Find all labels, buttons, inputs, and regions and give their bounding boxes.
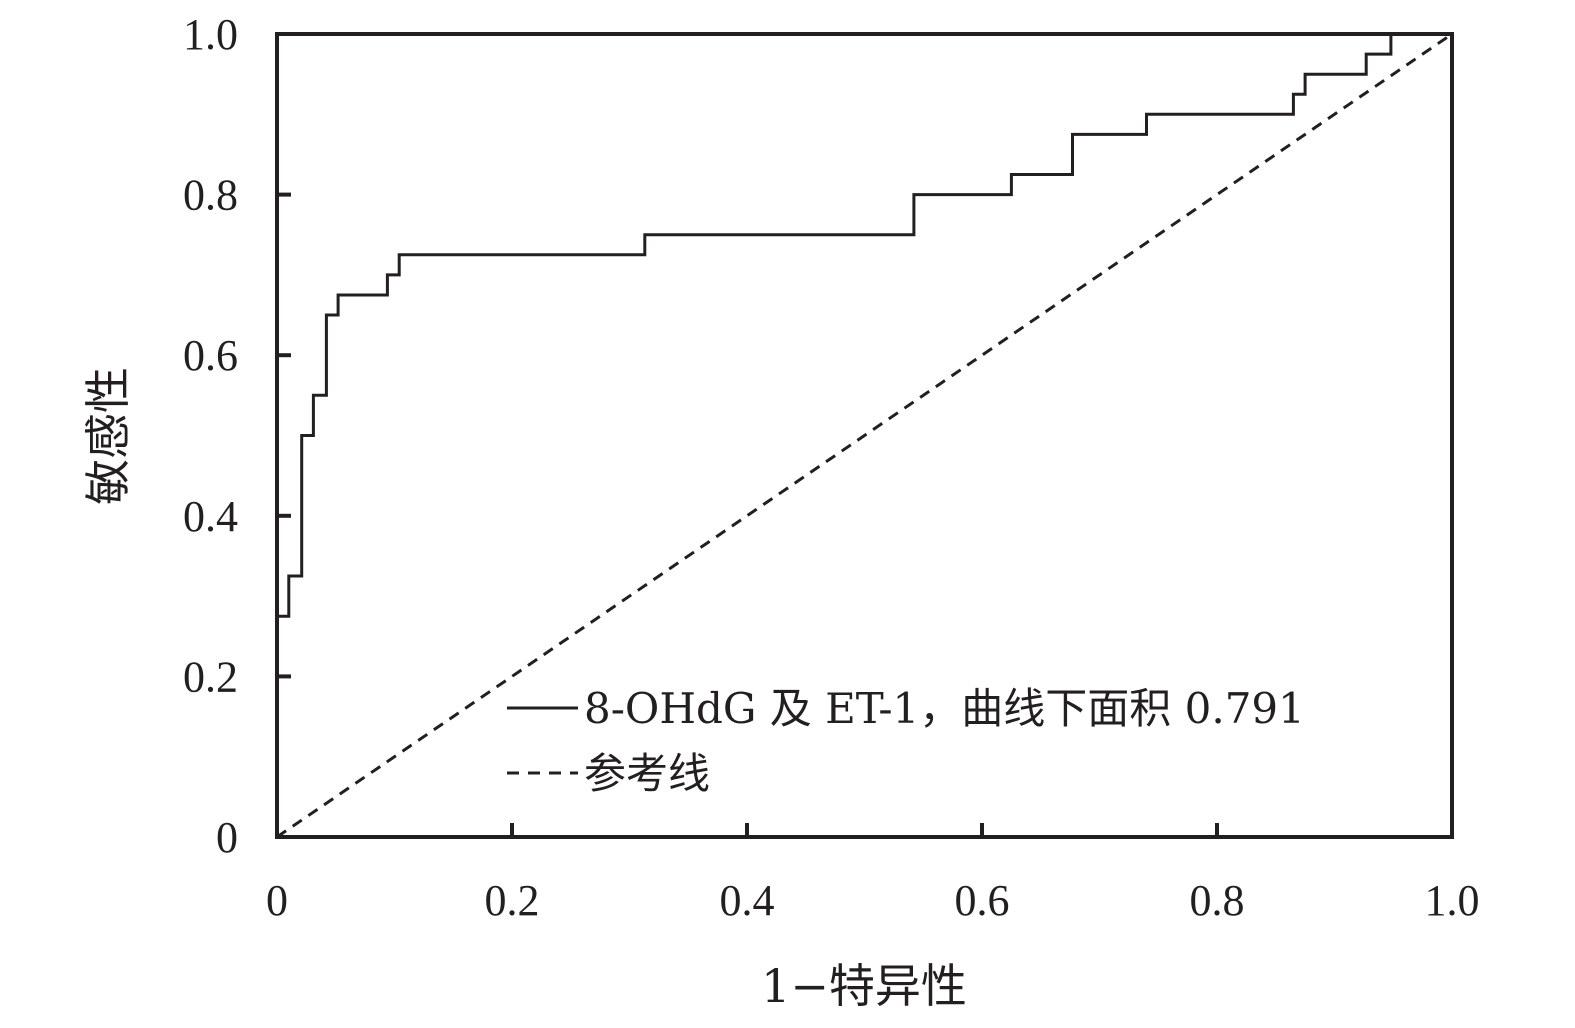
legend: 8-OHdG 及 ET-1，曲线下面积 0.791 参考线 [507,684,1305,798]
plot-frame [275,32,1454,839]
y-tick-label: 0 [216,813,238,862]
legend-label: 参考线 [584,749,710,798]
roc-curve [275,32,1452,837]
y-tick-label: 0.6 [183,331,238,380]
y-tick-label: 0.8 [183,171,238,220]
y-tick-label: 0.2 [183,652,238,701]
x-axis: 0 0.2 0.4 0.6 0.8 1.0 [266,823,1480,925]
x-axis-title: 1−特异性 [761,959,967,1013]
x-tick-label: 0.6 [955,876,1010,925]
y-axis-title: 敏感性 [81,367,135,505]
y-tick-label: 1.0 [183,10,238,59]
x-tick-label: 0 [266,876,288,925]
plot-area [275,32,1454,839]
series-layer [275,32,1453,839]
x-tick-label: 0.4 [720,876,775,925]
x-tick-label: 0.8 [1190,876,1245,925]
reference-line [276,32,1453,839]
y-tick-label: 0.4 [183,492,238,541]
x-tick-label: 0.2 [485,876,540,925]
y-axis: 0 0.2 0.4 0.6 0.8 1.0 [183,10,291,862]
x-tick-label: 1.0 [1425,876,1480,925]
legend-label: 8-OHdG 及 ET-1，曲线下面积 0.791 [584,684,1305,733]
